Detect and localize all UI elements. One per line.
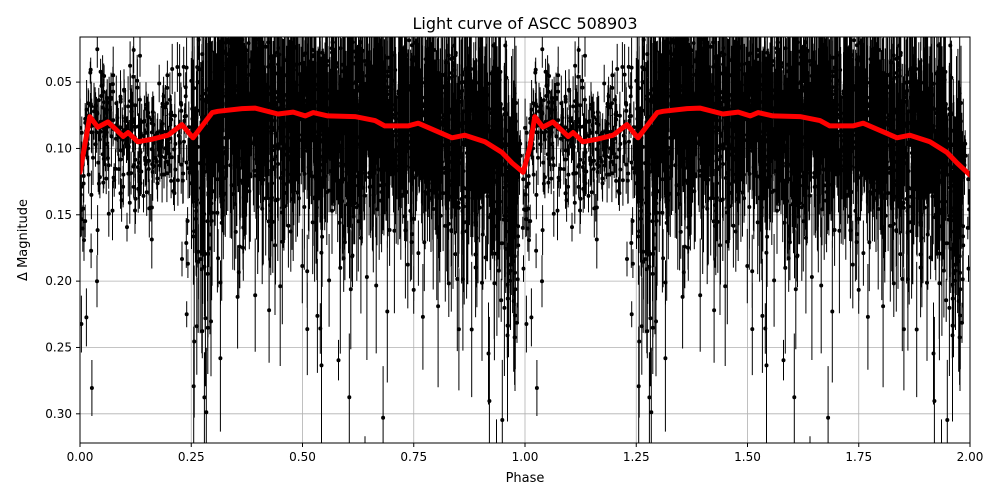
chart-title: Light curve of ASCC 508903: [412, 14, 637, 33]
x-tick-label: 2.00: [957, 450, 984, 464]
y-tick-label: 0.10: [45, 141, 72, 155]
y-axis-ticks: 0.05 0.10 0.15 0.20 0.25 0.30: [45, 75, 80, 421]
x-tick-label: 1.00: [512, 450, 539, 464]
y-tick-label: 0.25: [45, 340, 72, 354]
y-tick-label: 0.30: [45, 407, 72, 421]
x-axis-ticks: 0.00 0.25 0.50 0.75 1.00 1.25 1.50 1.75 2.00: [67, 443, 984, 464]
y-tick-label: 0.15: [45, 208, 72, 222]
x-tick-label: 0.75: [400, 450, 427, 464]
x-tick-label: 0.25: [178, 450, 205, 464]
x-tick-label: 0.00: [67, 450, 94, 464]
y-tick-label: 0.20: [45, 274, 72, 288]
y-axis-label: Δ Magnitude: [16, 199, 31, 281]
binned-curve-layer: [80, 105, 970, 178]
x-tick-label: 1.50: [734, 450, 761, 464]
x-tick-label: 0.50: [289, 450, 316, 464]
x-tick-label: 1.75: [845, 450, 872, 464]
data-point-markers: [80, 37, 970, 422]
x-tick-label: 1.25: [623, 450, 650, 464]
x-axis-label: Phase: [506, 471, 545, 486]
y-tick-label: 0.05: [45, 75, 72, 89]
binned-mean-curve: [80, 105, 970, 178]
